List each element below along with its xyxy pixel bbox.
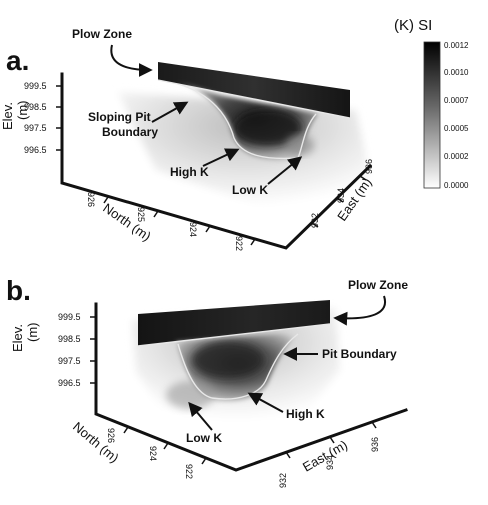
panel-b-pit-boundary-line [177,333,299,400]
panel-b-east-tick: 934 [325,455,335,470]
panel-b-elev-tick: 999.5 [58,312,81,322]
panel-a-sloping-pit-arrow [151,101,189,123]
panel-b-plow-zone-arrow [333,295,387,326]
panel-b-volume [132,300,340,420]
panel-a-volume [118,62,372,206]
panel-a: a. 999.5 998.5 99 [0,27,375,251]
panel-a-north-tick: 924 [188,222,198,237]
panel-a-elev-tick: 997.5 [24,123,47,133]
panel-a-east-tick: 932 [310,213,320,228]
panel-b-north-tick: 924 [148,446,158,461]
panel-a-east-tick: 936 [364,159,374,174]
panel-b-elev-unit: (m) [25,323,40,343]
colorbar-tick: 0.0005 [444,124,469,133]
panel-a-low-k-label: Low K [232,183,268,197]
panel-a-axes [56,72,373,250]
panel-a-label: a. [6,45,29,76]
panel-b-elev-tick: 996.5 [58,378,81,388]
panel-a-sloping-pit-label-line2: Boundary [102,125,158,139]
panel-b-east-tick: 936 [370,437,380,452]
panel-b-low-k-arrow [188,401,213,431]
colorbar-tick: 0.0000 [444,181,469,190]
panel-a-plow-zone-label: Plow Zone [72,27,132,41]
colorbar-tick: 0.0007 [444,96,469,105]
panel-b-plow-zone-label: Plow Zone [348,278,408,292]
panel-a-sloping-pit-label-line1: Sloping Pit [88,110,151,124]
panel-b-high-k-arrow [247,392,284,413]
panel-a-plow-zone-arrow [110,44,153,77]
panel-b-high-k-label: High K [286,407,325,421]
panel-a-elev-title: Elev. [0,102,15,130]
panel-a-low-k-zone [286,135,314,155]
panel-b-north-tick: 922 [184,464,194,479]
panel-a-high-k-core [234,110,302,146]
panel-a-north-tick: 926 [86,192,96,207]
panel-b-high-k-core [192,342,264,378]
panel-b-elev-tick: 998.5 [58,334,81,344]
panel-a-north-tick: 922 [234,236,244,251]
colorbar-tick: 0.0002 [444,152,469,161]
panel-a-east-tick: 934 [336,188,346,203]
panel-b-elev-title: Elev. [10,324,25,352]
panel-a-elev-tick: 996.5 [24,145,47,155]
panel-b-elev-tick: 997.5 [58,356,81,366]
panel-a-plow-boundary-line [157,79,351,119]
panel-a-high-k-arrow [202,148,240,167]
panel-a-low-k-arrow [267,156,303,185]
panel-a-high-k-label: High K [170,165,209,179]
panel-b-label: b. [6,275,31,306]
panel-b-axes [90,302,408,472]
panel-b-low-k-label: Low K [186,431,222,445]
panel-b-north-tick: 926 [106,428,116,443]
panel-b: b. 999.5 998.5 997.5 [6,275,408,488]
panel-a-north-tick: 925 [136,207,146,222]
panel-a-elev-tick: 998.5 [24,102,47,112]
panel-b-plow-zone-band [138,300,330,346]
panel-a-plow-zone-band [158,62,350,118]
panel-b-pit-boundary-label: Pit Boundary [322,347,397,361]
colorbar-tick: 0.0012 [444,41,469,50]
panel-b-east-tick: 932 [278,473,288,488]
panel-b-plow-boundary-line [137,323,331,347]
panel-a-elev-tick: 999.5 [24,81,47,91]
panel-a-elev-unit: (m) [15,101,30,121]
colorbar-gradient [423,41,441,189]
colorbar: (K) SI 0.0012 0.0010 0.0007 0.0005 0.000… [394,17,469,190]
colorbar-title: (K) SI [394,17,432,34]
panel-b-axis-frame [94,302,408,472]
colorbar-tick: 0.0010 [444,68,469,77]
panel-a-pit-boundary-line [177,83,317,160]
